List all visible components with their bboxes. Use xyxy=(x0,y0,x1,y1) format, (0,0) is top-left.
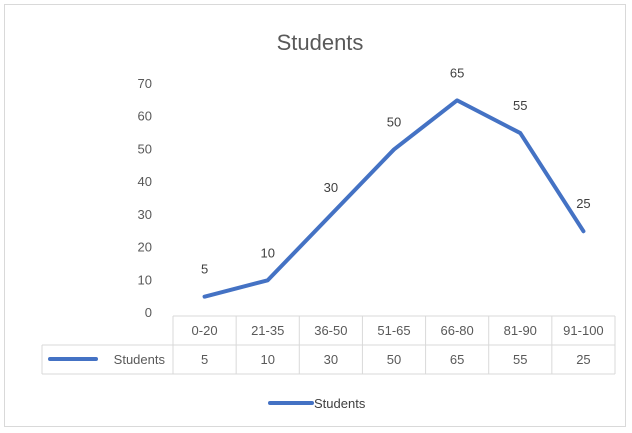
chart-title: Students xyxy=(277,30,364,55)
table-value-cell: 65 xyxy=(450,352,464,367)
y-tick-label: 30 xyxy=(138,207,152,222)
y-tick-label: 50 xyxy=(138,141,152,156)
category-label: 91-100 xyxy=(563,323,603,338)
table-value-cell: 50 xyxy=(387,352,401,367)
y-tick-label: 0 xyxy=(145,305,152,320)
y-tick-label: 10 xyxy=(138,272,152,287)
data-label: 65 xyxy=(450,65,464,80)
data-label: 30 xyxy=(324,180,338,195)
category-label: 81-90 xyxy=(504,323,537,338)
y-tick-label: 40 xyxy=(138,174,152,189)
table-value-cell: 55 xyxy=(513,352,527,367)
data-label: 10 xyxy=(260,245,274,260)
data-label: 55 xyxy=(513,98,527,113)
data-label: 5 xyxy=(201,262,208,277)
legend: Students xyxy=(268,396,366,411)
data-label: 25 xyxy=(576,196,590,211)
y-tick-label: 20 xyxy=(138,240,152,255)
chart-frame xyxy=(4,4,626,427)
data-label: 50 xyxy=(387,114,401,129)
plot-area xyxy=(202,98,586,299)
table-value-cell: 5 xyxy=(201,352,208,367)
category-label: 36-50 xyxy=(314,323,347,338)
y-axis: 0 10 20 30 40 50 60 70 xyxy=(138,76,152,320)
category-label: 66-80 xyxy=(441,323,474,338)
data-labels: 5 10 30 50 65 55 25 xyxy=(201,65,591,276)
category-label: 51-65 xyxy=(377,323,410,338)
table-value-cell: 10 xyxy=(260,352,274,367)
y-tick-label: 60 xyxy=(138,109,152,124)
series-line-students xyxy=(202,98,586,299)
y-tick-label: 70 xyxy=(138,76,152,91)
table-value-cell: 25 xyxy=(576,352,590,367)
legend-label: Students xyxy=(314,396,366,411)
category-label: 0-20 xyxy=(192,323,218,338)
category-label: 21-35 xyxy=(251,323,284,338)
table-value-cell: 30 xyxy=(324,352,338,367)
data-table: 0-20 21-35 36-50 51-65 66-80 81-90 91-100 5 10 30… xyxy=(41,315,616,375)
table-series-label: Students xyxy=(114,352,166,367)
